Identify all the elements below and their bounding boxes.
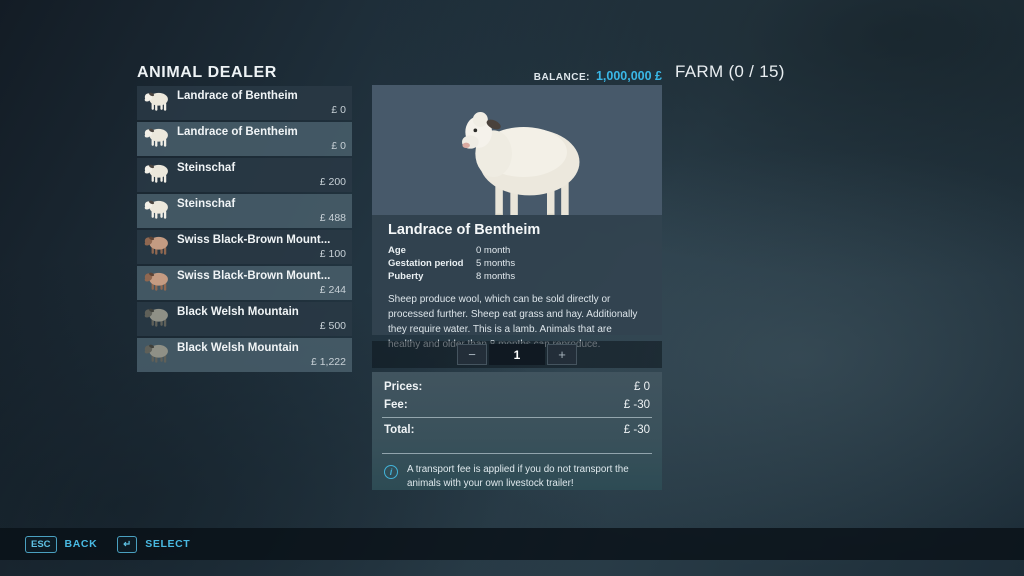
balance: BALANCE: 1,000,000 £ [372,67,662,85]
back-label: BACK [64,538,98,550]
animal-price: £ 0 [331,104,346,116]
animal-price: £ 1,222 [310,356,346,368]
animal-list: Landrace of Bentheim £ 0 Landrace of Ben… [137,86,352,374]
animal-list-item[interactable]: Swiss Black-Brown Mount... £ 244 [137,266,352,300]
quantity-increase-button[interactable]: + [547,344,577,365]
sheep-icon [141,341,177,370]
animal-price: £ 488 [319,212,346,224]
detail-title: Landrace of Bentheim [388,222,541,238]
animal-price: £ 0 [331,140,346,152]
prices-value: £ 0 [634,381,650,393]
quantity-decrease-button[interactable]: − [457,344,487,365]
stat-row-age: Age 0 month [388,244,646,257]
back-button[interactable]: ESC BACK [25,535,98,553]
info-icon: i [384,465,398,479]
stat-value: 8 months [476,271,516,282]
animal-price: £ 200 [319,176,346,188]
animal-name: Landrace of Bentheim [177,126,298,138]
stat-value: 5 months [476,258,516,269]
select-button[interactable]: ↵ SELECT [117,535,191,553]
stat-row-puberty: Puberty 8 months [388,270,646,283]
farm-counter: FARM (0 / 15) [675,62,785,81]
animal-name: Steinschaf [177,162,236,174]
fee-value: £ -30 [623,399,650,411]
pricing-panel: Prices: £ 0 Fee: £ -30 Total: £ -30 i A … [372,372,662,490]
enter-key-badge: ↵ [117,535,138,553]
fee-label: Fee: [384,399,408,411]
animal-list-item[interactable]: Steinschaf £ 200 [137,158,352,192]
sheep-icon [141,125,177,154]
sheep-icon [141,269,177,298]
balance-value: 1,000,000 £ [595,69,662,83]
note-text: A transport fee is applied if you do not… [407,464,629,489]
animal-price: £ 100 [319,248,346,260]
sheep-image [462,112,580,215]
animal-name: Black Welsh Mountain [177,306,299,318]
animal-name: Swiss Black-Brown Mount... [177,270,331,282]
total-label: Total: [384,424,415,436]
animal-price: £ 244 [319,284,346,296]
sheep-icon [141,161,177,190]
animal-name: Steinschaf [177,198,236,210]
animal-detail-info: Landrace of Bentheim Age 0 month Gestati… [372,215,662,350]
page-title: ANIMAL DEALER [137,64,277,81]
animal-name: Landrace of Bentheim [177,90,298,102]
animal-list-item[interactable]: Steinschaf £ 488 [137,194,352,228]
animal-list-item[interactable]: Swiss Black-Brown Mount... £ 100 [137,230,352,264]
select-label: SELECT [145,538,191,550]
footer-bar: ESC BACK ↵ SELECT [0,528,1024,560]
transport-fee-note: i A transport fee is applied if you do n… [372,456,662,490]
animal-list-item[interactable]: Landrace of Bentheim £ 0 [137,86,352,120]
total-value: £ -30 [623,424,650,436]
animal-detail-panel: Landrace of Bentheim Age 0 month Gestati… [372,85,662,350]
prices-row: Prices: £ 0 [372,378,662,396]
stat-row-gestation: Gestation period 5 months [388,257,646,270]
stat-label: Gestation period [388,258,464,269]
stat-value: 0 month [476,245,511,256]
total-row: Total: £ -30 [372,420,662,440]
animal-preview-image [372,85,662,215]
fee-row: Fee: £ -30 [372,396,662,414]
divider [382,453,652,454]
animal-list-item[interactable]: Landrace of Bentheim £ 0 [137,122,352,156]
sheep-icon [141,305,177,334]
animal-name: Black Welsh Mountain [177,342,299,354]
animal-list-item[interactable]: Black Welsh Mountain £ 500 [137,302,352,336]
sheep-icon [141,197,177,226]
sheep-icon [141,89,177,118]
divider [382,417,652,418]
balance-label: BALANCE: [533,72,590,83]
animal-name: Swiss Black-Brown Mount... [177,234,331,246]
quantity-value: 1 [489,344,545,365]
stat-label: Age [388,245,406,256]
animal-list-item[interactable]: Black Welsh Mountain £ 1,222 [137,338,352,372]
animal-price: £ 500 [319,320,346,332]
esc-key-badge: ESC [25,535,57,553]
quantity-stepper: − 1 + [372,341,662,368]
prices-label: Prices: [384,381,423,393]
stat-label: Puberty [388,271,424,282]
sheep-icon [141,233,177,262]
